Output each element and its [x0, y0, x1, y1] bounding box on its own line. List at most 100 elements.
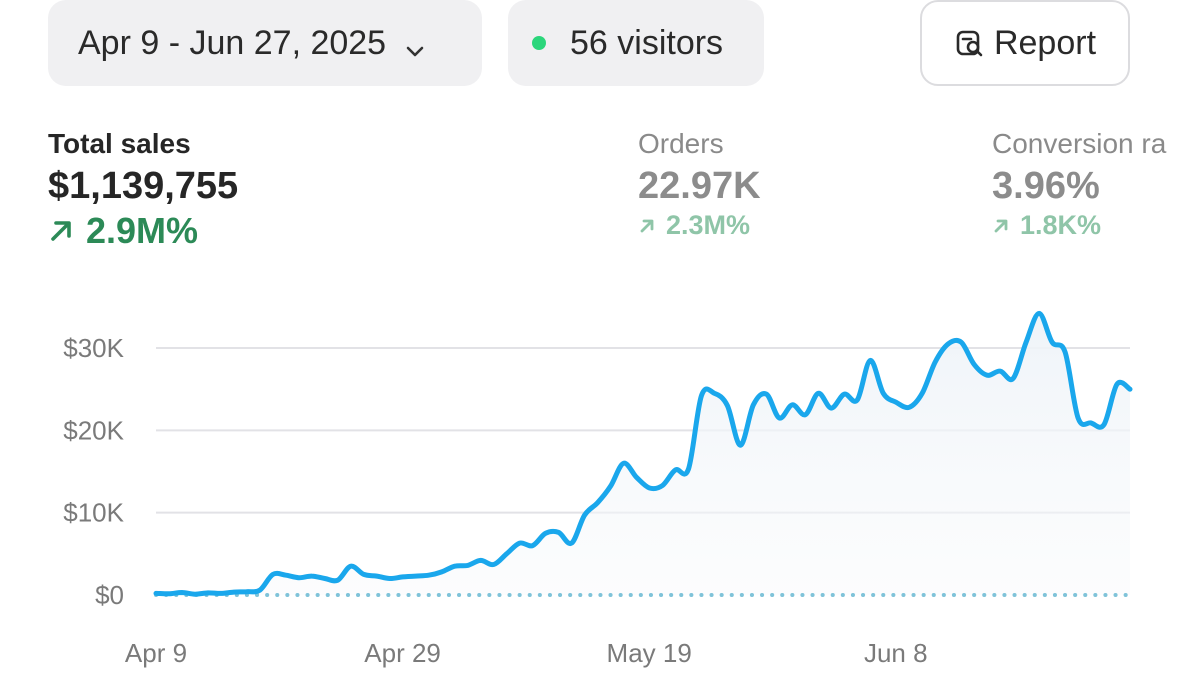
data-point[interactable]: [478, 558, 483, 563]
data-point[interactable]: [673, 467, 678, 472]
metric-total-sales[interactable]: Total sales $1,139,755 2.9M%: [48, 126, 238, 252]
metric-change: 1.8K%: [992, 210, 1166, 241]
data-point[interactable]: [374, 574, 379, 579]
data-point[interactable]: [244, 589, 249, 594]
data-point[interactable]: [634, 475, 639, 480]
data-point[interactable]: [309, 574, 314, 579]
data-point[interactable]: [257, 588, 262, 593]
metric-change: 2.9M%: [48, 210, 238, 252]
data-point[interactable]: [1024, 340, 1029, 345]
metric-value: 22.97K: [638, 165, 761, 207]
data-point[interactable]: [1102, 422, 1107, 427]
data-point[interactable]: [959, 340, 964, 345]
report-label: Report: [993, 23, 1097, 62]
data-point[interactable]: [167, 591, 172, 596]
data-point[interactable]: [283, 573, 288, 578]
data-point[interactable]: [205, 590, 210, 595]
x-tick-label: Apr 29: [364, 638, 441, 668]
metric-label: Conversion ra: [992, 128, 1167, 159]
data-point[interactable]: [439, 569, 444, 574]
data-point[interactable]: [777, 416, 782, 421]
data-point[interactable]: [1037, 311, 1042, 316]
data-point[interactable]: [829, 406, 834, 411]
data-point[interactable]: [1089, 420, 1094, 425]
data-point[interactable]: [180, 590, 185, 595]
data-point[interactable]: [296, 575, 301, 580]
data-point[interactable]: [1063, 350, 1068, 355]
data-point[interactable]: [907, 405, 912, 410]
data-point[interactable]: [881, 391, 886, 396]
data-point[interactable]: [972, 362, 977, 367]
data-point[interactable]: [426, 573, 431, 578]
data-point[interactable]: [413, 574, 418, 579]
data-point[interactable]: [582, 513, 587, 518]
data-point[interactable]: [790, 402, 795, 407]
data-point[interactable]: [1128, 387, 1133, 392]
data-point[interactable]: [894, 400, 899, 405]
data-point[interactable]: [816, 391, 821, 396]
y-tick-label: $30K: [63, 333, 124, 363]
data-point[interactable]: [1011, 376, 1016, 381]
data-point[interactable]: [738, 443, 743, 448]
data-point[interactable]: [764, 392, 769, 397]
data-point[interactable]: [1115, 382, 1120, 387]
data-point[interactable]: [920, 391, 925, 396]
data-point[interactable]: [491, 562, 496, 567]
data-point[interactable]: [985, 373, 990, 378]
y-tick-label: $20K: [63, 415, 124, 445]
data-point[interactable]: [154, 591, 159, 596]
data-point[interactable]: [465, 563, 470, 568]
sales-chart[interactable]: $30K $20K $10K $0 Apr 9 Apr 29 May 19 Jun 8: [0, 290, 1179, 674]
data-point[interactable]: [231, 590, 236, 595]
data-point[interactable]: [686, 467, 691, 472]
data-point[interactable]: [712, 391, 717, 396]
data-point[interactable]: [855, 397, 860, 402]
data-point[interactable]: [543, 531, 548, 536]
data-point[interactable]: [270, 572, 275, 577]
sales-area: [156, 313, 1130, 595]
data-point[interactable]: [868, 358, 873, 363]
arrow-up-right-icon: [994, 219, 1008, 232]
data-point[interactable]: [361, 572, 366, 577]
data-point[interactable]: [842, 392, 847, 397]
data-point[interactable]: [193, 592, 198, 597]
data-point[interactable]: [699, 393, 704, 398]
visitors-count: 56 visitors: [570, 23, 724, 62]
x-tick-label: Jun 8: [864, 638, 928, 668]
arrow-up-right-icon: [51, 221, 71, 241]
data-point[interactable]: [556, 530, 561, 535]
data-point[interactable]: [452, 564, 457, 569]
live-status-dot: [532, 36, 546, 50]
data-point[interactable]: [946, 341, 951, 346]
data-point[interactable]: [647, 486, 652, 491]
metric-conversion-rate[interactable]: Conversion ra 3.96% 1.8K%: [992, 126, 1166, 241]
data-point[interactable]: [725, 403, 730, 408]
data-point[interactable]: [504, 551, 509, 556]
data-point[interactable]: [1076, 416, 1081, 421]
data-point[interactable]: [348, 564, 353, 569]
data-point[interactable]: [595, 500, 600, 505]
data-point[interactable]: [400, 574, 405, 579]
data-point[interactable]: [387, 576, 392, 581]
data-point[interactable]: [218, 591, 223, 596]
data-point[interactable]: [608, 484, 613, 489]
date-range-picker[interactable]: Apr 9 - Jun 27, 2025: [48, 0, 482, 86]
live-visitors-badge[interactable]: 56 visitors: [508, 0, 764, 86]
data-point[interactable]: [322, 576, 327, 581]
data-point[interactable]: [335, 578, 340, 583]
x-tick-label: Apr 9: [125, 638, 187, 668]
metric-change: 2.3M%: [638, 210, 761, 241]
data-point[interactable]: [517, 541, 522, 546]
data-point[interactable]: [1050, 340, 1055, 345]
data-point[interactable]: [751, 402, 756, 407]
data-point[interactable]: [621, 461, 626, 466]
metric-orders[interactable]: Orders 22.97K 2.3M%: [638, 126, 761, 241]
data-point[interactable]: [569, 541, 574, 546]
report-button[interactable]: Report: [920, 0, 1130, 86]
data-point[interactable]: [530, 543, 535, 548]
data-point[interactable]: [660, 483, 665, 488]
data-point[interactable]: [933, 360, 938, 365]
data-point[interactable]: [803, 412, 808, 417]
data-point[interactable]: [998, 369, 1003, 374]
date-range-label: Apr 9 - Jun 27, 2025: [78, 23, 387, 62]
